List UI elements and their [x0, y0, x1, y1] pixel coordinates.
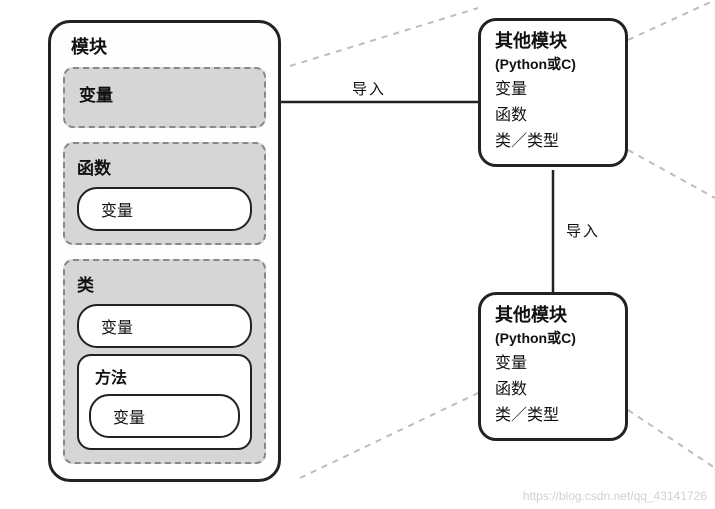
watermark: https://blog.csdn.net/qq_43141726	[523, 489, 707, 503]
dashed-a-upper	[290, 8, 478, 66]
module-box: 模块 变量 函数 变量 类 变量 方法 变量	[48, 20, 281, 482]
other-module-b: 其他模块 (Python或C) 变量 函数 类／类型	[478, 292, 628, 441]
section-function: 函数 变量	[63, 142, 266, 245]
other-module-b-var: 变量	[495, 354, 613, 374]
edge-label-import-bc: 导入	[566, 220, 600, 241]
other-module-a-title: 其他模块	[495, 31, 613, 52]
class-method-box: 方法 变量	[77, 354, 252, 450]
dashed-a-upper-right	[628, 0, 715, 40]
method-label: 方法	[95, 364, 240, 388]
section-function-label: 函数	[77, 154, 252, 179]
diagram-canvas: 模块 变量 函数 变量 类 变量 方法 变量 其他模块 (Python或C) 变…	[0, 0, 715, 509]
method-inner-variable: 变量	[89, 394, 240, 438]
other-module-b-title: 其他模块	[495, 305, 613, 326]
dashed-a-lower-right	[628, 150, 715, 198]
other-module-a-var: 变量	[495, 80, 613, 100]
other-module-b-subtitle: (Python或C)	[495, 328, 613, 348]
other-module-a-cls: 类／类型	[495, 132, 613, 152]
other-module-a-subtitle: (Python或C)	[495, 54, 613, 74]
other-module-a: 其他模块 (Python或C) 变量 函数 类／类型	[478, 18, 628, 167]
edge-label-import-ab: 导入	[352, 78, 386, 99]
other-module-b-func: 函数	[495, 380, 613, 400]
section-class-label: 类	[77, 271, 252, 296]
class-inner-variable: 变量	[77, 304, 252, 348]
section-variable-label: 变量	[79, 81, 250, 106]
section-class: 类 变量 方法 变量	[63, 259, 266, 464]
section-variable: 变量	[63, 67, 266, 128]
other-module-a-func: 函数	[495, 106, 613, 126]
other-module-b-cls: 类／类型	[495, 406, 613, 426]
function-inner-variable: 变量	[77, 187, 252, 231]
dashed-b-right	[628, 410, 715, 468]
module-title: 模块	[71, 33, 266, 59]
dashed-b-left	[300, 393, 478, 478]
